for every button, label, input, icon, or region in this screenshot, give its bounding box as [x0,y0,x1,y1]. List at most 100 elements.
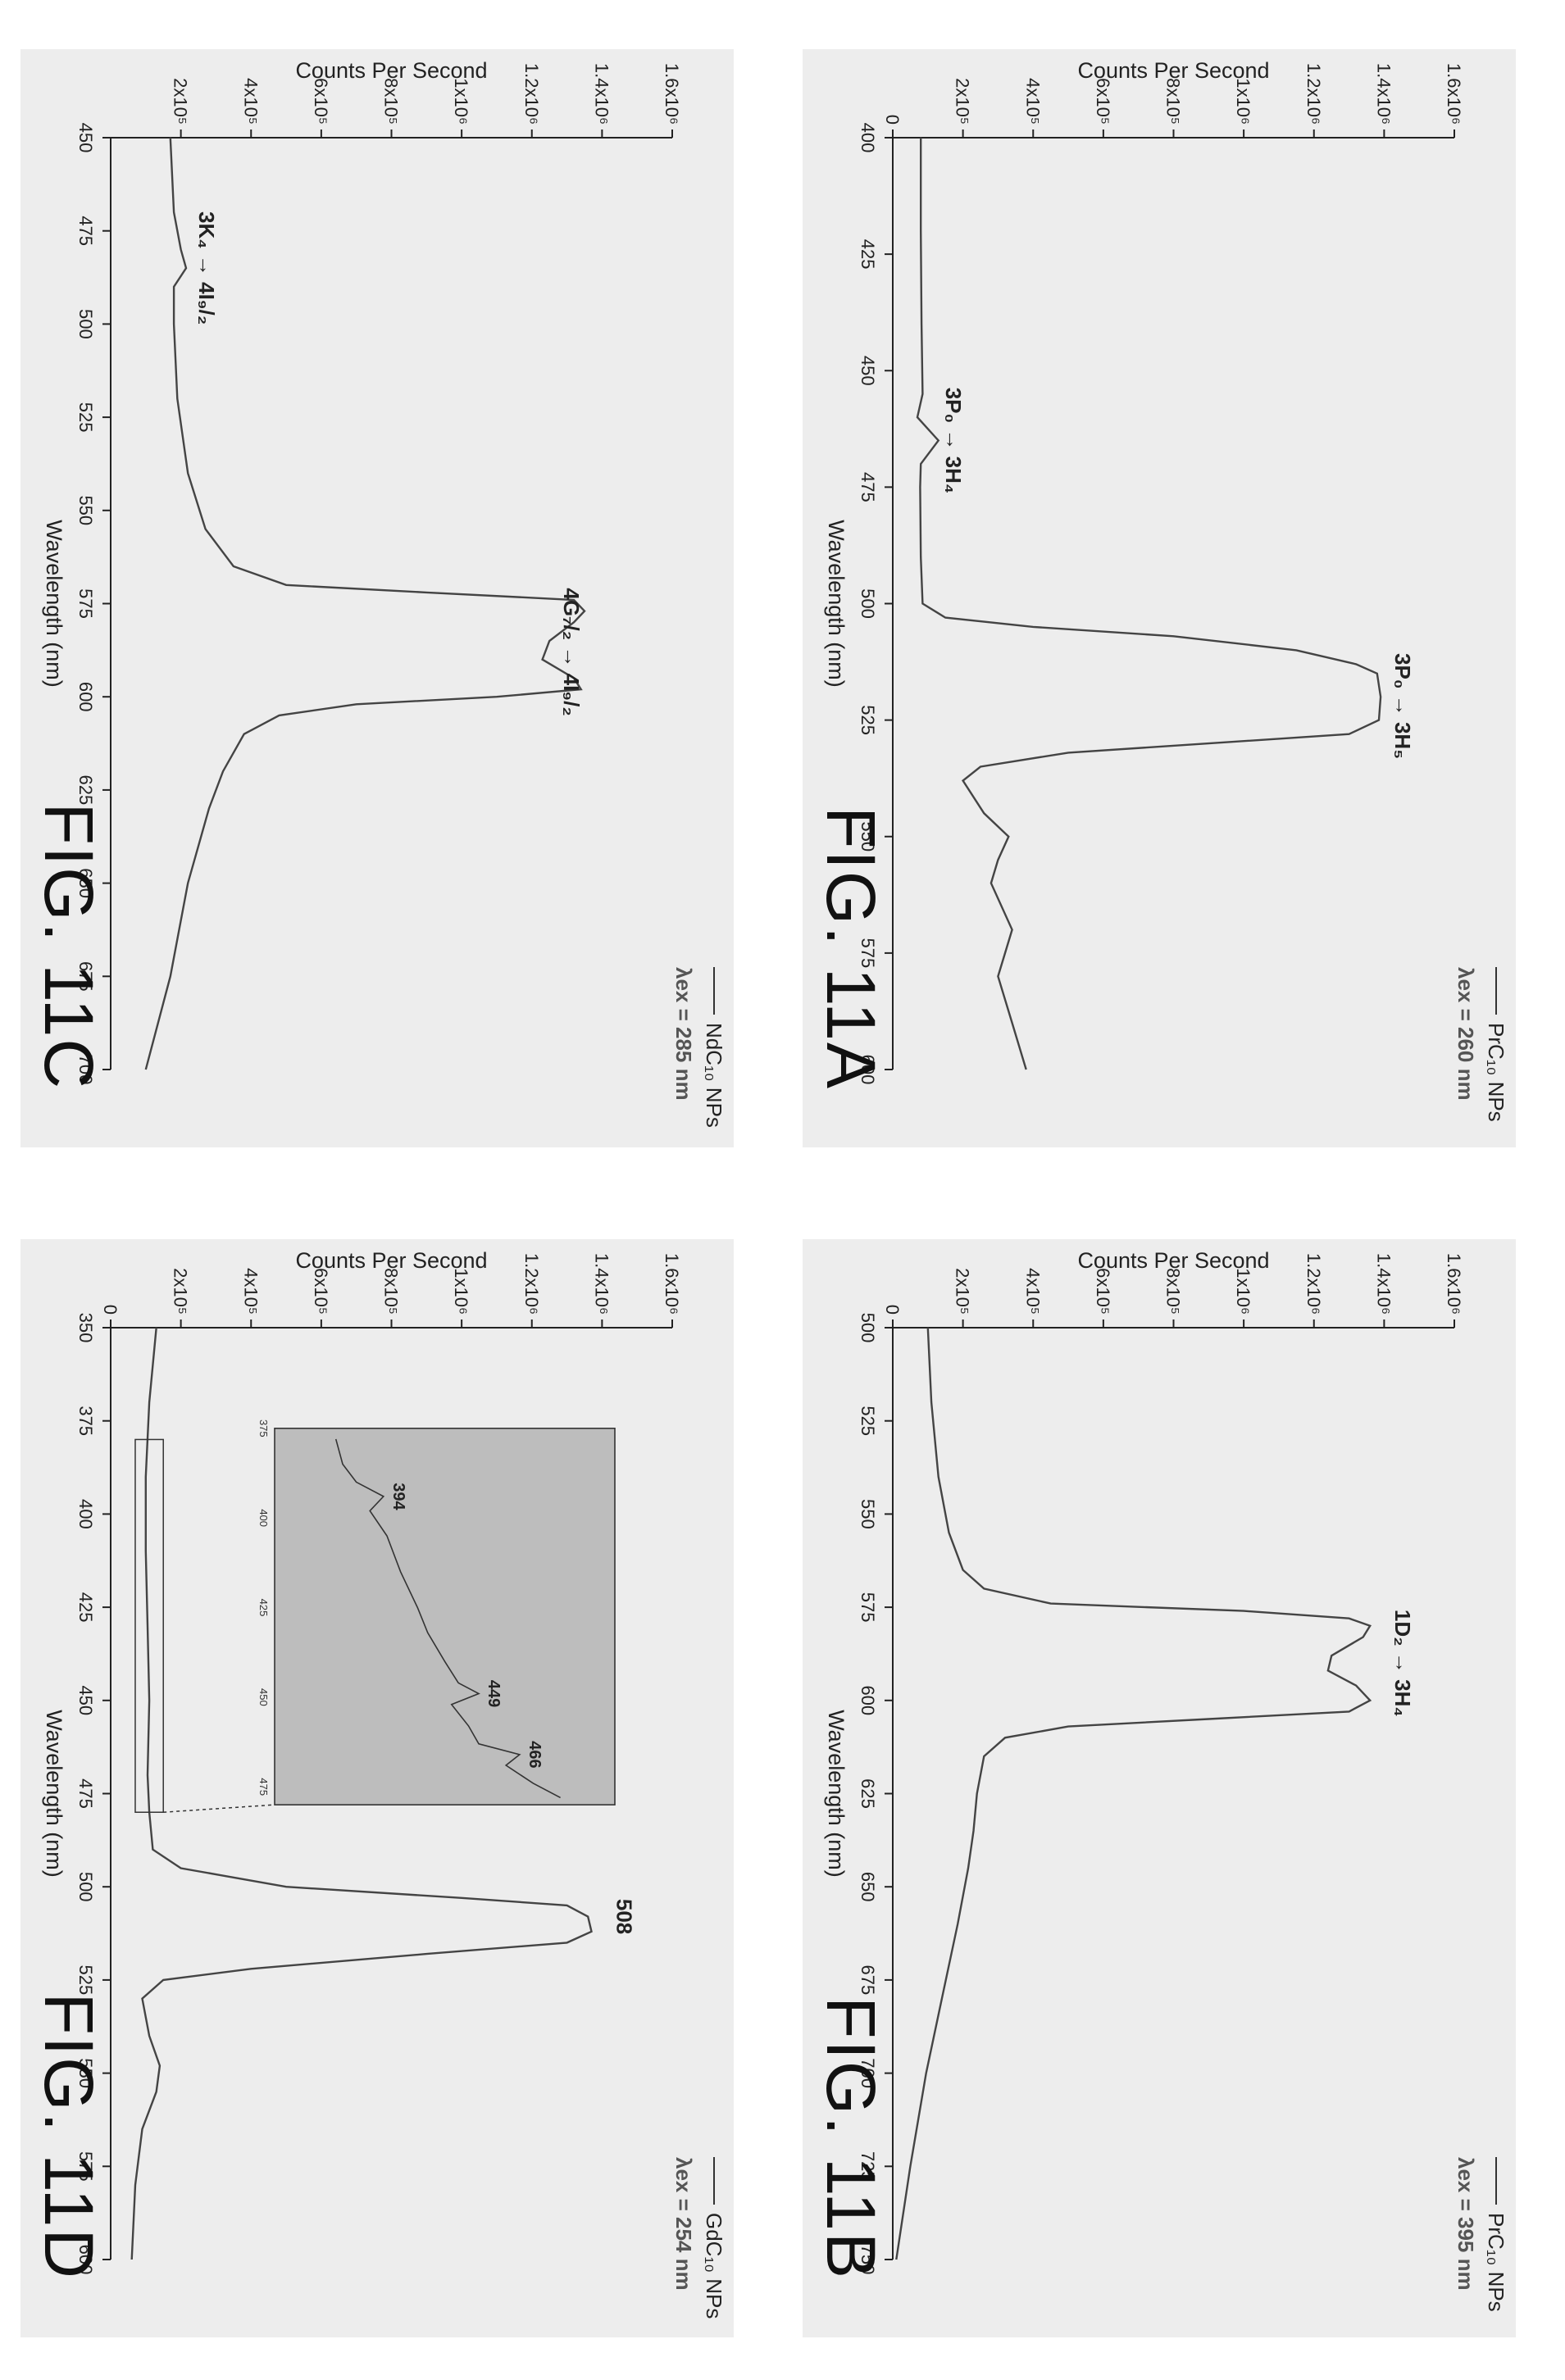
chart-11a-svg: 400 425 450 475 500 525 550 575 600 0 2x10⁵ 4x10⁵ 6x… [803,49,1516,1147]
y-tick-label-b: 8x10⁵ [1163,1268,1184,1315]
x-tick-label-b: 700 [858,2058,878,2088]
x-tick-label-b: 525 [858,1406,878,1436]
peak-annotation-c: 3K₄ → 4I₉/₂ [194,211,219,325]
legend-excitation-a: λex = 260 nm [1454,967,1478,1101]
inset-peak-annotation-d: 466 [525,1741,544,1768]
x-tick-label-a: 525 [858,705,878,735]
peak-annotation-a: 3P₀ → 3H₄ [941,388,966,494]
x-tick-label-b: 725 [858,2151,878,2182]
y-tick-label-a: 1.2x10⁶ [1303,63,1324,125]
x-tick-label-d: 450 [75,1685,96,1715]
series-line-d [130,1327,593,2260]
legend-excitation-b: λex = 395 nm [1454,2157,1478,2291]
y-tick-label-a: 1.6x10⁶ [1444,63,1464,125]
y-tick-label-b: 1.2x10⁶ [1303,1253,1324,1315]
inset-x-tick-label-d: 375 [257,1419,270,1438]
figure-label-d: FIG. 11D [30,1992,107,2280]
y-tick-label-c: 2x10⁵ [171,78,191,125]
x-tick-label-c: 450 [75,123,96,153]
peak-annotation-d: 508 [612,1899,636,1934]
x-axis-label-b: Wavelength (nm) [824,1710,848,1878]
y-tick-label-c: 1.2x10⁶ [521,63,542,125]
x-axis-label-a: Wavelength (nm) [824,520,848,688]
inset-peak-annotation-d: 449 [485,1680,503,1707]
plot-background-a [803,49,1516,1147]
x-tick-label-c: 575 [75,588,96,619]
inset-selection-box-d [134,1438,164,1813]
x-tick-label-c: 600 [75,682,96,712]
x-tick-label-a: 425 [858,239,878,270]
y-tick-label-a: 1.4x10⁶ [1373,63,1394,125]
legend-excitation-d: λex = 254 nm [671,2157,696,2291]
chart-11b-svg: 500 525 550 575 600 625 650 675 700 725 750 0 2x10⁵ 4… [803,1239,1516,2337]
x-tick-label-d: 475 [75,1778,96,1809]
y-axis-label-d: Counts Per Second [295,1248,487,1273]
y-tick-label-c: 1.6x10⁶ [662,63,682,125]
x-tick-label-c: 475 [75,216,96,246]
y-tick-label-c: 1x10⁶ [451,78,471,125]
x-tick-label-c: 625 [75,775,96,806]
x-tick-label-a: 550 [858,821,878,852]
series-line-b [895,1327,1372,2260]
x-tick-label-d: 425 [75,1592,96,1623]
inset-x-tick-label-d: 475 [257,1778,270,1796]
x-tick-label-b: 750 [858,2245,878,2275]
peak-annotation-c: 4G₇/₂ → 4I₉/₂ [559,588,584,715]
x-tick-label-d: 375 [75,1406,96,1436]
legend-excitation-c: λex = 285 nm [671,967,696,1101]
chart-panel-11b: 500 525 550 575 600 625 650 675 700 725 750 0 2x10⁵ 4… [783,1190,1565,2380]
y-tick-label-d: 6x10⁵ [311,1268,331,1315]
y-tick-label-a: 1x10⁶ [1233,78,1253,125]
y-tick-label-a: 4x10⁵ [1022,78,1043,125]
x-tick-label-d: 350 [75,1313,96,1343]
chart-panel-11d: 350 375 400 425 450 475 500 525 550 575 600 0 2x10⁵ 4… [1,1190,783,2380]
chart-11c-svg: 450 475 500 525 550 575 600 625 650 675 700 2x10⁵ 4x… [20,49,734,1147]
x-axis-label-c: Wavelength (nm) [42,520,66,688]
inset-x-tick-label-d: 450 [257,1688,270,1706]
peak-annotation-b: 1D₂ → 3H₄ [1390,1610,1415,1717]
x-tick-label-c: 500 [75,309,96,339]
x-tick-label-d: 400 [75,1499,96,1529]
x-tick-label-b: 650 [858,1872,878,1902]
figure-label-b: FIG. 11B [812,1996,889,2280]
y-tick-label-a: 8x10⁵ [1163,78,1184,125]
series-line-c [144,137,586,1070]
y-tick-label-b: 1.4x10⁶ [1373,1253,1394,1315]
x-tick-label-b: 575 [858,1592,878,1623]
x-tick-label-a: 450 [858,356,878,386]
x-tick-label-b: 600 [858,1685,878,1715]
x-tick-label-b: 625 [858,1778,878,1809]
x-tick-label-a: 400 [858,123,878,153]
chart-panel-11a: 400 425 450 475 500 525 550 575 600 0 2x10⁵ 4x10⁵ 6x… [783,0,1565,1190]
y-axis-label-a: Counts Per Second [1077,58,1269,83]
x-tick-label-c: 525 [75,402,96,433]
x-tick-label-b: 550 [858,1499,878,1529]
x-tick-label-a: 575 [858,938,878,969]
x-tick-label-d: 550 [75,2058,96,2088]
y-tick-label-b: 0 [882,1305,903,1315]
inset-peak-annotation-d: 394 [389,1483,407,1510]
legend-series-d: GdC₁₀ NPs [702,2213,726,2319]
peak-annotation-a: 3P₀ → 3H₅ [1390,653,1415,759]
y-axis-label-c: Counts Per Second [295,58,487,83]
x-tick-label-c: 675 [75,961,96,992]
figure-label-c: FIG. 11C [30,802,107,1090]
series-line-a [916,138,1382,1070]
x-tick-label-c: 650 [75,868,96,898]
y-axis-label-b: Counts Per Second [1077,1248,1269,1273]
y-tick-label-b: 2x10⁵ [953,1268,973,1315]
x-tick-label-c: 700 [75,1055,96,1085]
y-tick-label-d: 1x10⁶ [451,1268,471,1315]
y-tick-label-a: 6x10⁵ [1093,78,1113,125]
x-tick-label-d: 525 [75,1965,96,1996]
inset-series-line-d [334,1438,561,1799]
y-tick-label-d: 1.4x10⁶ [591,1253,612,1315]
inset-plot-d [274,1427,616,1805]
y-tick-label-d: 2x10⁵ [171,1268,191,1315]
y-tick-label-c: 6x10⁵ [311,78,331,125]
figure-label-a: FIG. 11A [812,806,889,1090]
y-tick-label-c: 1.4x10⁶ [591,63,612,125]
y-tick-label-a: 2x10⁵ [953,78,973,125]
